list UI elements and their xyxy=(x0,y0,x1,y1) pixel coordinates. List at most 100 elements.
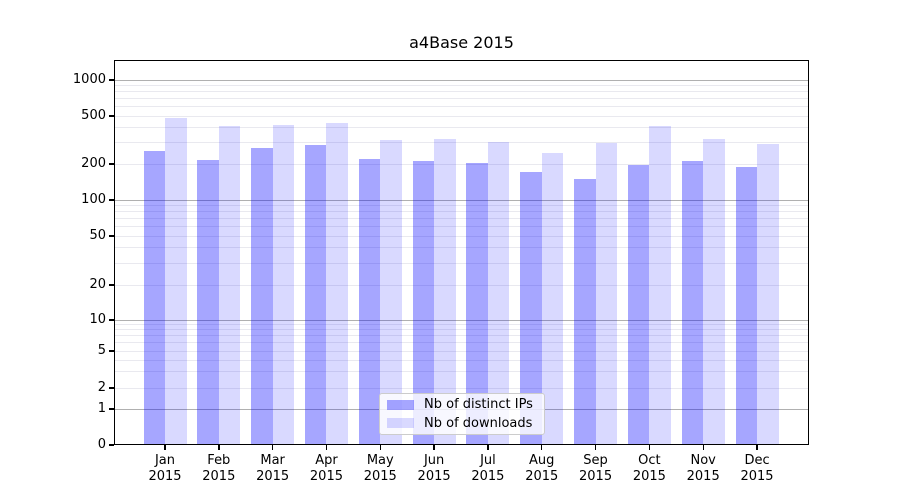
x-tick-month: Dec xyxy=(744,453,770,468)
x-tick-year: 2015 xyxy=(579,469,613,484)
x-tick-month: Aug xyxy=(529,453,555,468)
gridline-minor xyxy=(114,284,809,286)
y-tick-mark xyxy=(109,350,114,352)
gridline-major xyxy=(114,199,809,201)
x-tick-label: Dec 2015 xyxy=(730,453,784,485)
x-tick-year: 2015 xyxy=(309,469,343,484)
gridline-minor xyxy=(114,335,809,337)
gridline-minor xyxy=(114,247,809,249)
gridline-minor xyxy=(114,262,809,264)
y-tick-label: 1 xyxy=(97,401,106,416)
x-tick-year: 2015 xyxy=(525,469,559,484)
gridline-minor xyxy=(114,359,809,361)
gridline-major xyxy=(114,319,809,321)
bar-distinct-ips xyxy=(627,165,650,445)
legend: Nb of distinct IPs Nb of downloads xyxy=(379,393,545,435)
bar-distinct-ips xyxy=(143,151,165,445)
y-tick-mark xyxy=(109,199,114,201)
gridline-minor xyxy=(114,115,809,117)
bar-downloads xyxy=(434,139,456,445)
gridline-minor xyxy=(114,218,809,220)
bar-distinct-ips xyxy=(358,159,381,445)
x-tick-month: Sep xyxy=(583,453,608,468)
x-tick-mark xyxy=(325,445,328,450)
gridline-minor xyxy=(114,387,809,389)
y-tick-label: 0 xyxy=(97,437,106,452)
x-tick-month: Feb xyxy=(207,453,231,468)
bar-downloads xyxy=(595,142,618,445)
y-tick-mark xyxy=(109,408,114,410)
y-tick-label: 500 xyxy=(81,108,106,123)
chart-title: a4Base 2015 xyxy=(409,33,514,52)
gridline-minor xyxy=(114,211,809,213)
x-tick-year: 2015 xyxy=(256,469,290,484)
y-tick-label: 50 xyxy=(89,228,106,243)
bar-distinct-ips xyxy=(251,148,273,445)
x-tick-year: 2015 xyxy=(632,469,666,484)
legend-label-downloads: Nb of downloads xyxy=(424,415,533,431)
gridline-minor xyxy=(114,350,809,352)
bar-downloads xyxy=(757,144,779,445)
y-tick-mark xyxy=(109,79,114,81)
bar-downloads xyxy=(272,125,295,445)
y-tick-label: 1000 xyxy=(72,72,106,87)
gridline-minor xyxy=(114,204,809,206)
x-tick-mark xyxy=(218,445,220,450)
x-tick-label: Jul 2015 xyxy=(461,453,515,485)
y-tick-label: 200 xyxy=(81,156,106,171)
x-tick-label: Mar 2015 xyxy=(246,453,300,485)
x-tick-label: Aug 2015 xyxy=(515,453,569,485)
y-tick-label: 5 xyxy=(97,343,106,358)
gridline-minor xyxy=(114,329,809,331)
x-tick-month: Oct xyxy=(638,453,661,468)
bar-downloads xyxy=(487,142,510,445)
y-tick-label: 10 xyxy=(89,312,106,327)
x-tick-mark xyxy=(433,445,435,450)
x-tick-label: Sep 2015 xyxy=(569,453,623,485)
bar-downloads xyxy=(541,153,564,445)
y-tick-label: 2 xyxy=(97,380,106,395)
gridline-minor xyxy=(114,371,809,373)
gridline-minor xyxy=(114,226,809,228)
bar-downloads xyxy=(380,140,402,445)
bar-distinct-ips xyxy=(574,179,596,445)
x-tick-mark xyxy=(594,445,597,450)
bar-distinct-ips xyxy=(304,144,327,445)
x-tick-mark xyxy=(379,445,381,450)
x-tick-mark xyxy=(487,445,489,450)
legend-swatch-downloads xyxy=(387,418,414,429)
gridline-minor xyxy=(114,342,809,344)
x-tick-year: 2015 xyxy=(686,469,720,484)
legend-row-distinct-ips: Nb of distinct IPs xyxy=(380,397,544,413)
y-tick-mark xyxy=(109,284,114,286)
gridline-minor xyxy=(114,163,809,165)
x-tick-month: Apr xyxy=(315,453,338,468)
legend-label-distinct-ips: Nb of distinct IPs xyxy=(424,397,533,413)
gridline-minor xyxy=(114,127,809,129)
bar-downloads xyxy=(649,126,671,445)
x-tick-label: Oct 2015 xyxy=(622,453,676,485)
legend-swatch-distinct-ips xyxy=(387,399,414,410)
bar-distinct-ips xyxy=(412,161,435,445)
x-tick-month: Mar xyxy=(260,453,285,468)
x-tick-month: Jun xyxy=(423,453,445,468)
bar-distinct-ips xyxy=(735,167,758,445)
x-tick-year: 2015 xyxy=(363,469,397,484)
gridline-minor xyxy=(114,84,809,86)
gridline-minor xyxy=(114,142,809,144)
gridline-major xyxy=(114,79,809,81)
x-tick-mark xyxy=(648,445,651,450)
x-tick-mark xyxy=(541,445,543,450)
x-tick-year: 2015 xyxy=(417,469,451,484)
x-tick-year: 2015 xyxy=(740,469,774,484)
y-tick-mark xyxy=(109,163,114,165)
x-tick-month: Nov xyxy=(690,453,716,468)
y-tick-mark xyxy=(109,387,114,389)
y-tick-mark xyxy=(109,235,114,237)
x-tick-month: May xyxy=(366,453,394,468)
x-tick-month: Jan xyxy=(154,453,176,468)
bar-distinct-ips xyxy=(197,160,219,445)
x-tick-label: Nov 2015 xyxy=(676,453,730,485)
gridline-minor xyxy=(114,98,809,100)
